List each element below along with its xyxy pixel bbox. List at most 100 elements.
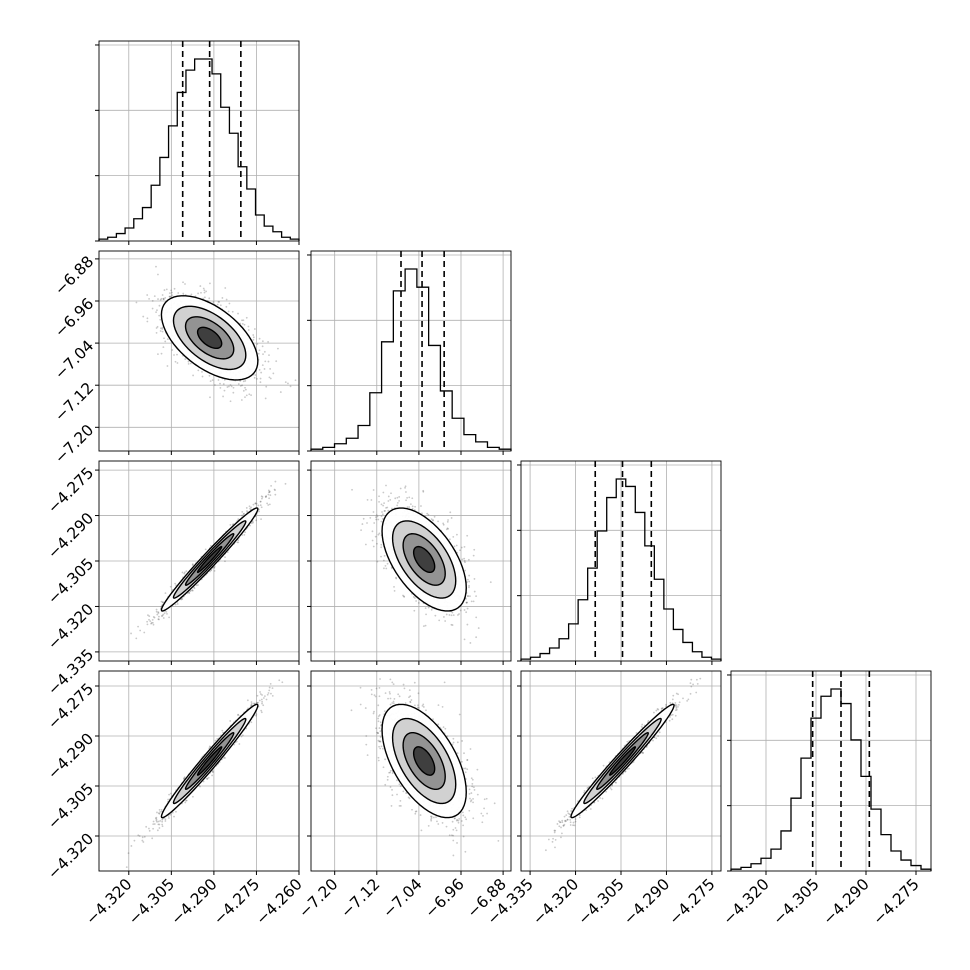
- scatter-point: [225, 305, 228, 308]
- scatter-point: [261, 340, 264, 343]
- scatter-point: [250, 506, 253, 509]
- scatter-point: [463, 559, 466, 562]
- scatter-point: [396, 504, 399, 507]
- scatter-point: [157, 820, 160, 823]
- histogram-bar: [578, 600, 588, 661]
- scatter-point: [424, 607, 427, 610]
- scatter-point: [159, 318, 162, 321]
- scatter-point: [160, 297, 163, 300]
- scatter-point: [382, 504, 385, 507]
- scatter-point: [284, 482, 287, 485]
- scatter-point: [383, 502, 385, 505]
- histogram-bar: [393, 291, 405, 451]
- scatter-point: [237, 383, 240, 385]
- histogram-outline: [310, 268, 512, 451]
- scatter-point: [159, 298, 162, 301]
- scatter-point: [226, 386, 229, 388]
- scatter-point: [274, 480, 277, 483]
- scatter-point: [448, 538, 451, 541]
- scatter-point: [455, 544, 458, 547]
- panel-0-0: [95, 40, 300, 245]
- scatter-point: [166, 338, 169, 340]
- scatter-point: [169, 585, 172, 588]
- contour-level: [412, 545, 436, 574]
- scatter-point: [168, 295, 171, 298]
- axes-frame: [310, 250, 512, 452]
- scatter-point: [168, 616, 170, 619]
- scatter-point: [386, 506, 389, 509]
- scatter-point: [260, 371, 263, 374]
- scatter-point: [383, 554, 386, 557]
- scatter-point: [287, 382, 289, 385]
- scatter-point: [203, 289, 206, 292]
- histogram-bar: [429, 345, 441, 451]
- scatter-point: [243, 533, 246, 536]
- scatter-point: [453, 545, 456, 548]
- scatter-point: [443, 616, 445, 618]
- histogram-bar: [335, 444, 347, 451]
- scatter-point: [182, 292, 185, 295]
- scatter-point: [387, 500, 390, 502]
- scatter-point: [241, 510, 244, 513]
- scatter-point: [261, 345, 264, 348]
- scatter-point: [164, 592, 167, 595]
- contour-level: [196, 545, 223, 574]
- histogram-bar: [151, 185, 160, 241]
- scatter-point: [408, 506, 411, 508]
- scatter-point: [451, 611, 454, 614]
- panel-2-0: [95, 460, 300, 665]
- scatter-point: [383, 510, 386, 512]
- histogram-bar: [273, 232, 282, 241]
- scatter-point: [158, 808, 161, 811]
- scatter-point: [225, 298, 228, 301]
- histogram-bar: [212, 74, 221, 241]
- scatter-point: [191, 564, 194, 566]
- scatter-point: [445, 613, 448, 616]
- scatter-point: [294, 379, 297, 382]
- scatter-point: [170, 291, 173, 294]
- scatter-point: [237, 714, 239, 717]
- histogram-bar: [142, 208, 151, 241]
- scatter-point: [465, 601, 468, 604]
- scatter-point: [258, 699, 261, 702]
- scatter-point: [385, 484, 387, 487]
- scatter-point: [267, 493, 270, 496]
- scatter-point: [465, 601, 468, 604]
- scatter-point: [376, 560, 379, 563]
- scatter-point: [466, 534, 469, 537]
- scatter-point: [239, 380, 242, 382]
- scatter-point: [146, 320, 149, 323]
- scatter-point: [185, 570, 188, 573]
- scatter-point: [380, 515, 383, 518]
- scatter-point: [467, 558, 470, 561]
- scatter-point: [258, 510, 260, 513]
- scatter-point: [284, 381, 287, 384]
- scatter-point: [188, 591, 190, 594]
- histogram-outline: [98, 58, 300, 241]
- scatter-point: [197, 369, 200, 372]
- scatter-point: [224, 560, 226, 563]
- scatter-point: [259, 504, 262, 507]
- scatter-point: [267, 340, 269, 343]
- scatter-point: [396, 496, 399, 499]
- scatter-point: [372, 545, 375, 548]
- scatter-point: [465, 611, 468, 614]
- scatter-point: [146, 317, 149, 320]
- scatter-point: [250, 394, 252, 397]
- scatter-point: [125, 866, 128, 868]
- scatter-point: [158, 304, 161, 307]
- scatter-point: [210, 569, 213, 572]
- scatter-point: [450, 623, 453, 626]
- scatter-point: [161, 326, 164, 329]
- scatter-point: [187, 360, 190, 363]
- scatter-point: [210, 545, 212, 547]
- scatter-point: [389, 498, 392, 501]
- scatter-point: [146, 623, 149, 626]
- scatter-point: [156, 829, 159, 832]
- scatter-point: [189, 590, 192, 593]
- scatter-point: [402, 595, 405, 598]
- scatter-point: [219, 382, 221, 385]
- histogram-bar: [476, 442, 488, 451]
- scatter-point: [477, 627, 480, 629]
- scatter-point: [163, 289, 166, 291]
